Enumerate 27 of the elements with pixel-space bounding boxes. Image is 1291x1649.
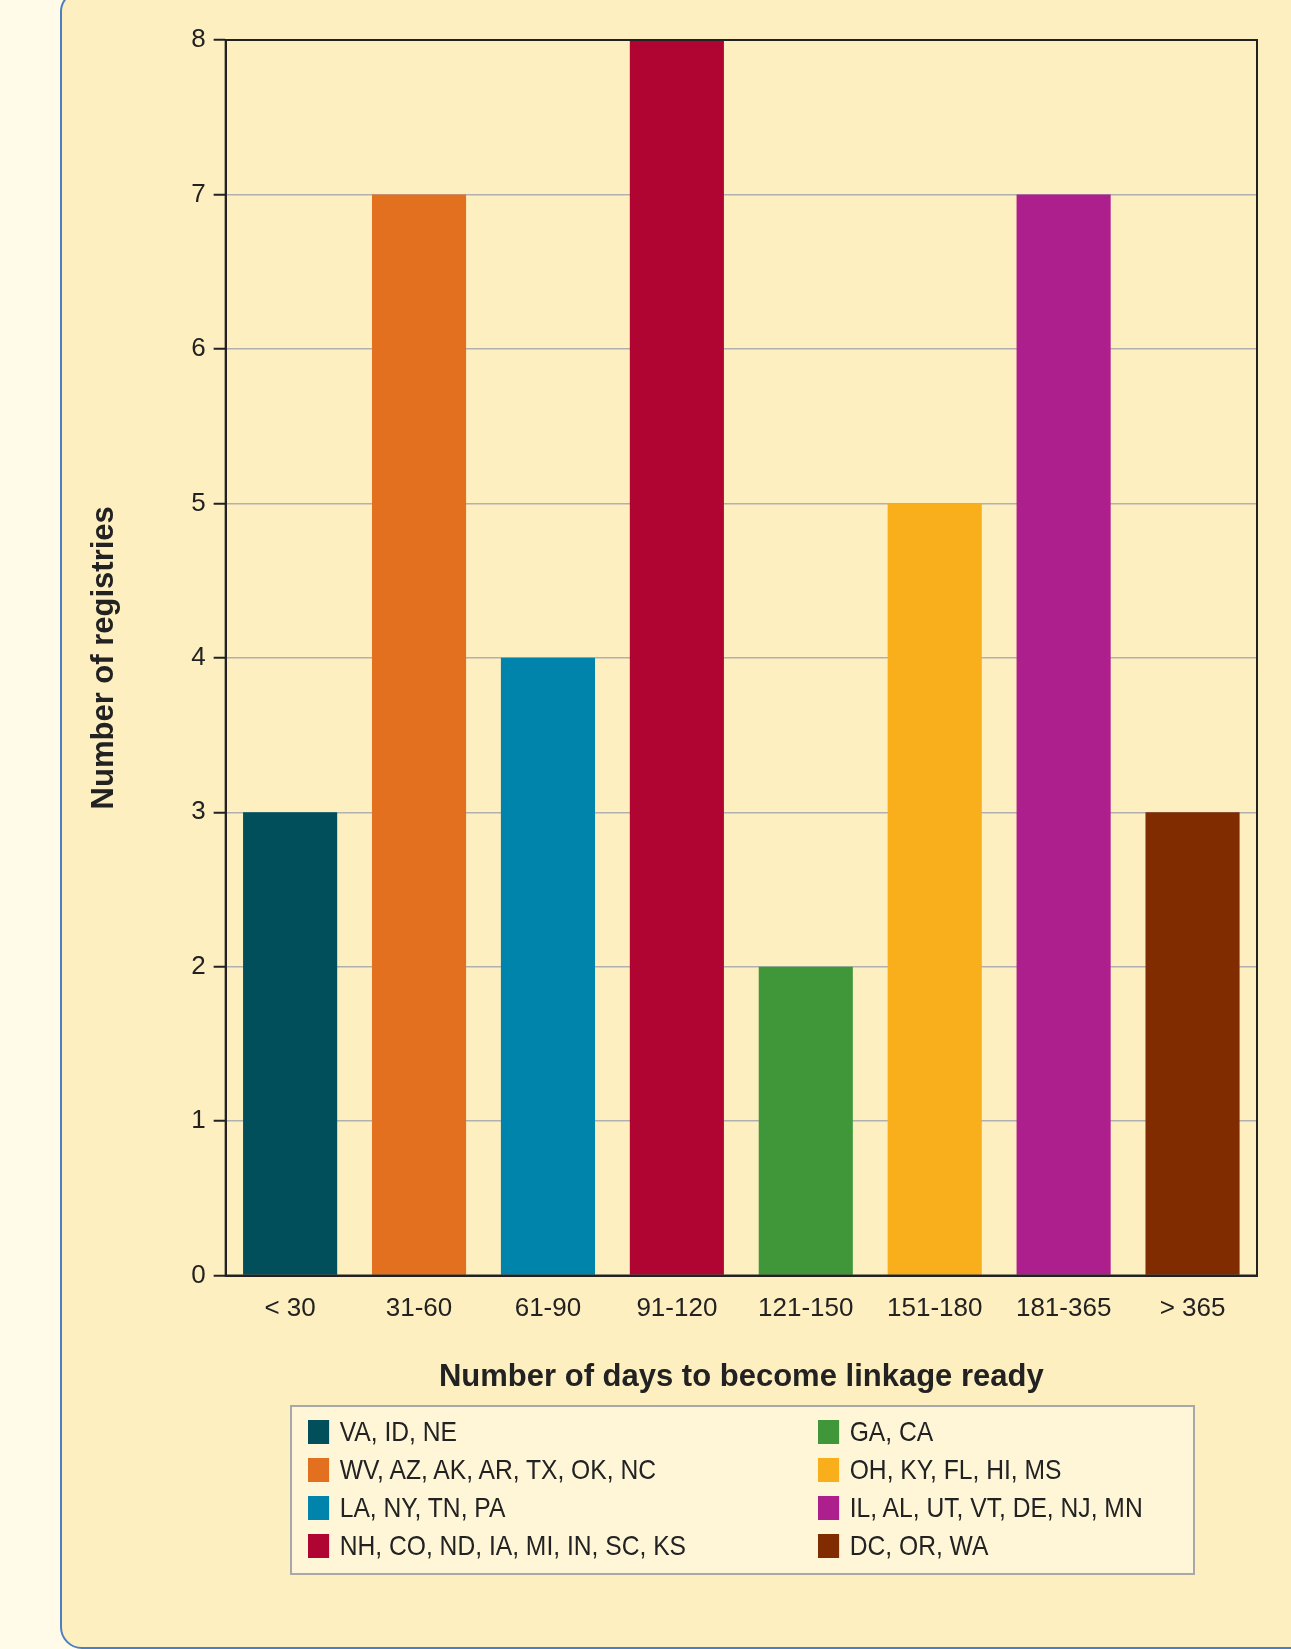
x-tick-label: 61-90: [514, 1292, 582, 1323]
y-tick-label: 8: [191, 23, 206, 54]
x-tick-label: 31-60: [385, 1292, 453, 1323]
x-tick-label: > 365: [1159, 1292, 1226, 1323]
legend-label: VA, ID, NE: [339, 1416, 457, 1448]
x-tick-label: 181-365: [1015, 1292, 1112, 1323]
x-tick-label: 121-150: [758, 1292, 854, 1323]
legend-label: IL, AL, UT, VT, DE, NJ, MN: [849, 1492, 1143, 1524]
legend-label: WV, AZ, AK, AR, TX, OK, NC: [339, 1454, 656, 1486]
y-tick-label: 2: [191, 949, 206, 980]
legend-label: GA, CA: [849, 1416, 934, 1448]
y-tick-label: 7: [191, 177, 206, 208]
x-tick-label: 151-180: [887, 1292, 983, 1323]
y-tick-label: 5: [191, 486, 206, 517]
y-tick-label: 3: [191, 795, 206, 826]
y-tick-label: 4: [191, 640, 206, 671]
x-axis-title: Number of days to become linkage ready: [438, 1357, 1045, 1393]
y-axis-title: Number of registries: [85, 506, 121, 810]
legend-label: LA, NY, TN, PA: [339, 1492, 506, 1524]
x-tick-label: < 30: [264, 1292, 316, 1323]
y-tick-label: 0: [191, 1258, 206, 1289]
x-tick-label: 91-120: [636, 1292, 718, 1323]
y-tick-label: 1: [191, 1104, 206, 1135]
legend-label: OH, KY, FL, HI, MS: [849, 1454, 1062, 1486]
legend-label: NH, CO, ND, IA, MI, IN, SC, KS: [339, 1530, 687, 1562]
legend-label: DC, OR, WA: [849, 1530, 989, 1562]
y-tick-label: 6: [191, 332, 206, 363]
